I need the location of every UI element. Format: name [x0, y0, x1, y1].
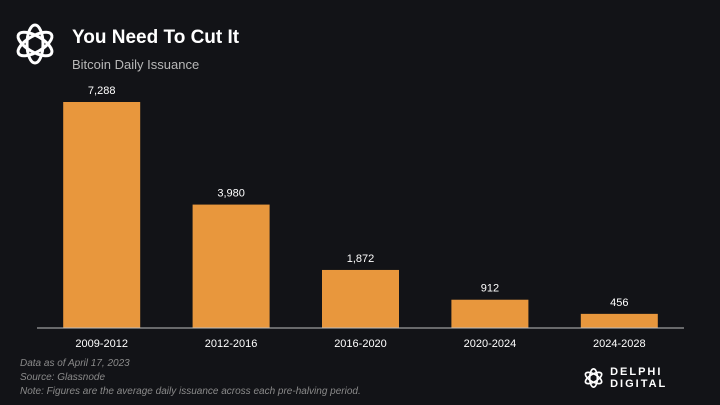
chart-subtitle: Bitcoin Daily Issuance — [72, 57, 200, 72]
bar-2016-2020 — [322, 269, 399, 328]
x-tick-label: 2012-2016 — [205, 338, 258, 350]
bar-2012-2016 — [192, 204, 270, 328]
bar-2024-2028 — [580, 313, 658, 328]
x-tick-label: 2016-2020 — [334, 338, 387, 350]
data-label: 456 — [610, 297, 628, 309]
chart-title: You Need To Cut It — [72, 27, 240, 48]
bar-2009-2012 — [63, 102, 141, 328]
delphi-logo-icon — [16, 23, 54, 65]
x-tick-label: 2009-2012 — [75, 338, 128, 350]
brand-name: DELPHI DIGITAL — [610, 366, 668, 390]
footer-note: Note: Figures are the average daily issu… — [20, 386, 361, 397]
brand: DELPHI DIGITAL — [583, 366, 720, 390]
data-label: 3,980 — [217, 188, 245, 200]
x-tick-label: 2024-2028 — [593, 338, 646, 350]
data-label: 912 — [481, 283, 499, 295]
x-tick-label: 2020-2024 — [464, 338, 517, 350]
bar-2020-2024 — [451, 299, 529, 328]
delphi-brand-icon — [584, 368, 603, 388]
footer-date: Data as of April 17, 2023 — [20, 358, 130, 369]
footer-source: Source: Glassnode — [20, 372, 106, 383]
data-label: 7,288 — [88, 85, 116, 97]
data-label: 1,872 — [347, 253, 375, 265]
footer-notes: Data as of April 17, 2023 Source: Glassn… — [20, 357, 361, 399]
